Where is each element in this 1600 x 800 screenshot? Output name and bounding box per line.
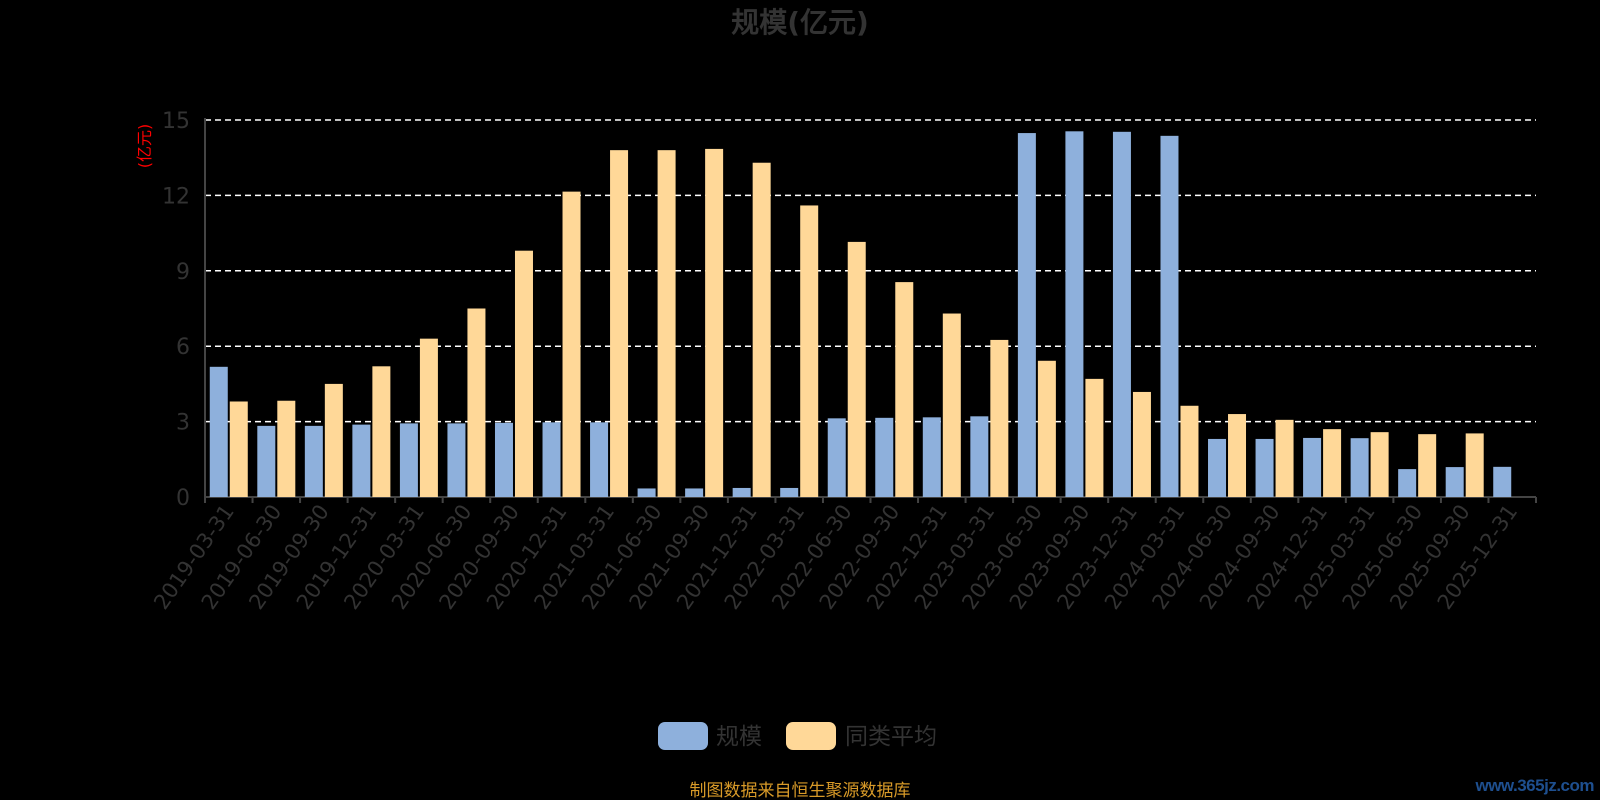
bar-peer-average[interactable] [277, 400, 296, 497]
y-axis-label: (亿元) [135, 124, 154, 169]
bar-peer-average[interactable] [372, 366, 391, 497]
bar-peer-average[interactable] [1132, 391, 1151, 497]
bar-peer-average[interactable] [705, 148, 724, 498]
bar-scale[interactable] [1493, 466, 1512, 497]
bar-scale[interactable] [970, 416, 989, 497]
bar-scale[interactable] [1065, 131, 1084, 497]
bar-scale[interactable] [637, 488, 656, 497]
bar-scale[interactable] [494, 422, 513, 497]
y-tick-labels: 0 3 6 9 12 15 [162, 109, 190, 511]
bar-peer-average[interactable] [1085, 378, 1104, 497]
bar-scale[interactable] [1350, 438, 1369, 497]
y-tick-label: 6 [176, 335, 190, 360]
bar-peer-average[interactable] [990, 339, 1009, 497]
bar-scale[interactable] [209, 366, 228, 497]
bar-peer-average[interactable] [1037, 360, 1056, 497]
bar-scale[interactable] [352, 424, 371, 497]
bar-scale[interactable] [304, 425, 323, 497]
bar-peer-average[interactable] [514, 250, 533, 497]
bar-scale[interactable] [1112, 131, 1131, 497]
source-note: 制图数据来自恒生聚源数据库 [690, 781, 911, 800]
bar-peer-average[interactable] [324, 383, 343, 497]
bar-scale[interactable] [685, 488, 704, 497]
bar-peer-average[interactable] [229, 401, 248, 497]
bar-peer-average[interactable] [657, 150, 676, 497]
y-tick-label: 3 [176, 411, 190, 436]
bar-scale[interactable] [447, 423, 466, 497]
bar-peer-average[interactable] [610, 150, 629, 497]
bar-scale[interactable] [590, 422, 609, 497]
x-tick-labels: 2019-03-312019-06-302019-09-302019-12-31… [149, 500, 1522, 614]
y-tick-label: 9 [176, 260, 190, 285]
bar-peer-average[interactable] [895, 282, 914, 497]
legend-swatch-peer-average[interactable] [786, 722, 836, 750]
y-tick-label: 15 [162, 109, 190, 134]
bar-scale[interactable] [1303, 437, 1322, 497]
bar-scale[interactable] [257, 425, 276, 497]
legend-label-peer-average[interactable]: 同类平均 [845, 724, 937, 750]
bar-scale[interactable] [1398, 469, 1417, 497]
bar-peer-average[interactable] [1275, 419, 1294, 497]
bar-peer-average[interactable] [1465, 433, 1484, 497]
bar-peer-average[interactable] [800, 205, 819, 497]
bar-peer-average[interactable] [419, 338, 438, 497]
bar-scale[interactable] [1208, 438, 1227, 497]
chart-title: 规模(亿元) [731, 6, 869, 39]
bar-peer-average[interactable] [1180, 405, 1199, 497]
bar-peer-average[interactable] [847, 241, 866, 497]
bar-peer-average[interactable] [1370, 432, 1389, 497]
bar-scale[interactable] [1017, 133, 1036, 497]
bar-scale[interactable] [875, 417, 894, 497]
bar-peer-average[interactable] [942, 313, 961, 497]
bar-scale[interactable] [827, 418, 846, 497]
bar-peer-average[interactable] [562, 191, 581, 497]
legend-label-scale[interactable]: 规模 [716, 724, 762, 750]
bars [209, 131, 1512, 498]
bar-scale[interactable] [399, 423, 418, 497]
bar-peer-average[interactable] [1228, 414, 1247, 497]
bar-peer-average[interactable] [1418, 434, 1437, 497]
watermark-logo: www.365jz.com [1475, 776, 1594, 795]
bar-scale[interactable] [1160, 135, 1179, 498]
bar-scale[interactable] [1255, 438, 1274, 497]
legend-swatch-scale[interactable] [658, 722, 708, 750]
legend[interactable]: 规模 同类平均 [658, 722, 937, 750]
y-tick-label: 0 [176, 486, 190, 511]
bar-peer-average[interactable] [1323, 429, 1342, 497]
bar-peer-average[interactable] [467, 308, 486, 498]
bar-scale[interactable] [922, 417, 941, 497]
y-tick-label: 12 [162, 184, 190, 209]
bar-scale[interactable] [542, 422, 561, 497]
bar-scale[interactable] [1445, 467, 1464, 497]
grid-lines [205, 119, 1536, 423]
bar-scale[interactable] [780, 487, 799, 497]
bar-scale[interactable] [732, 487, 751, 497]
bar-peer-average[interactable] [752, 162, 771, 497]
